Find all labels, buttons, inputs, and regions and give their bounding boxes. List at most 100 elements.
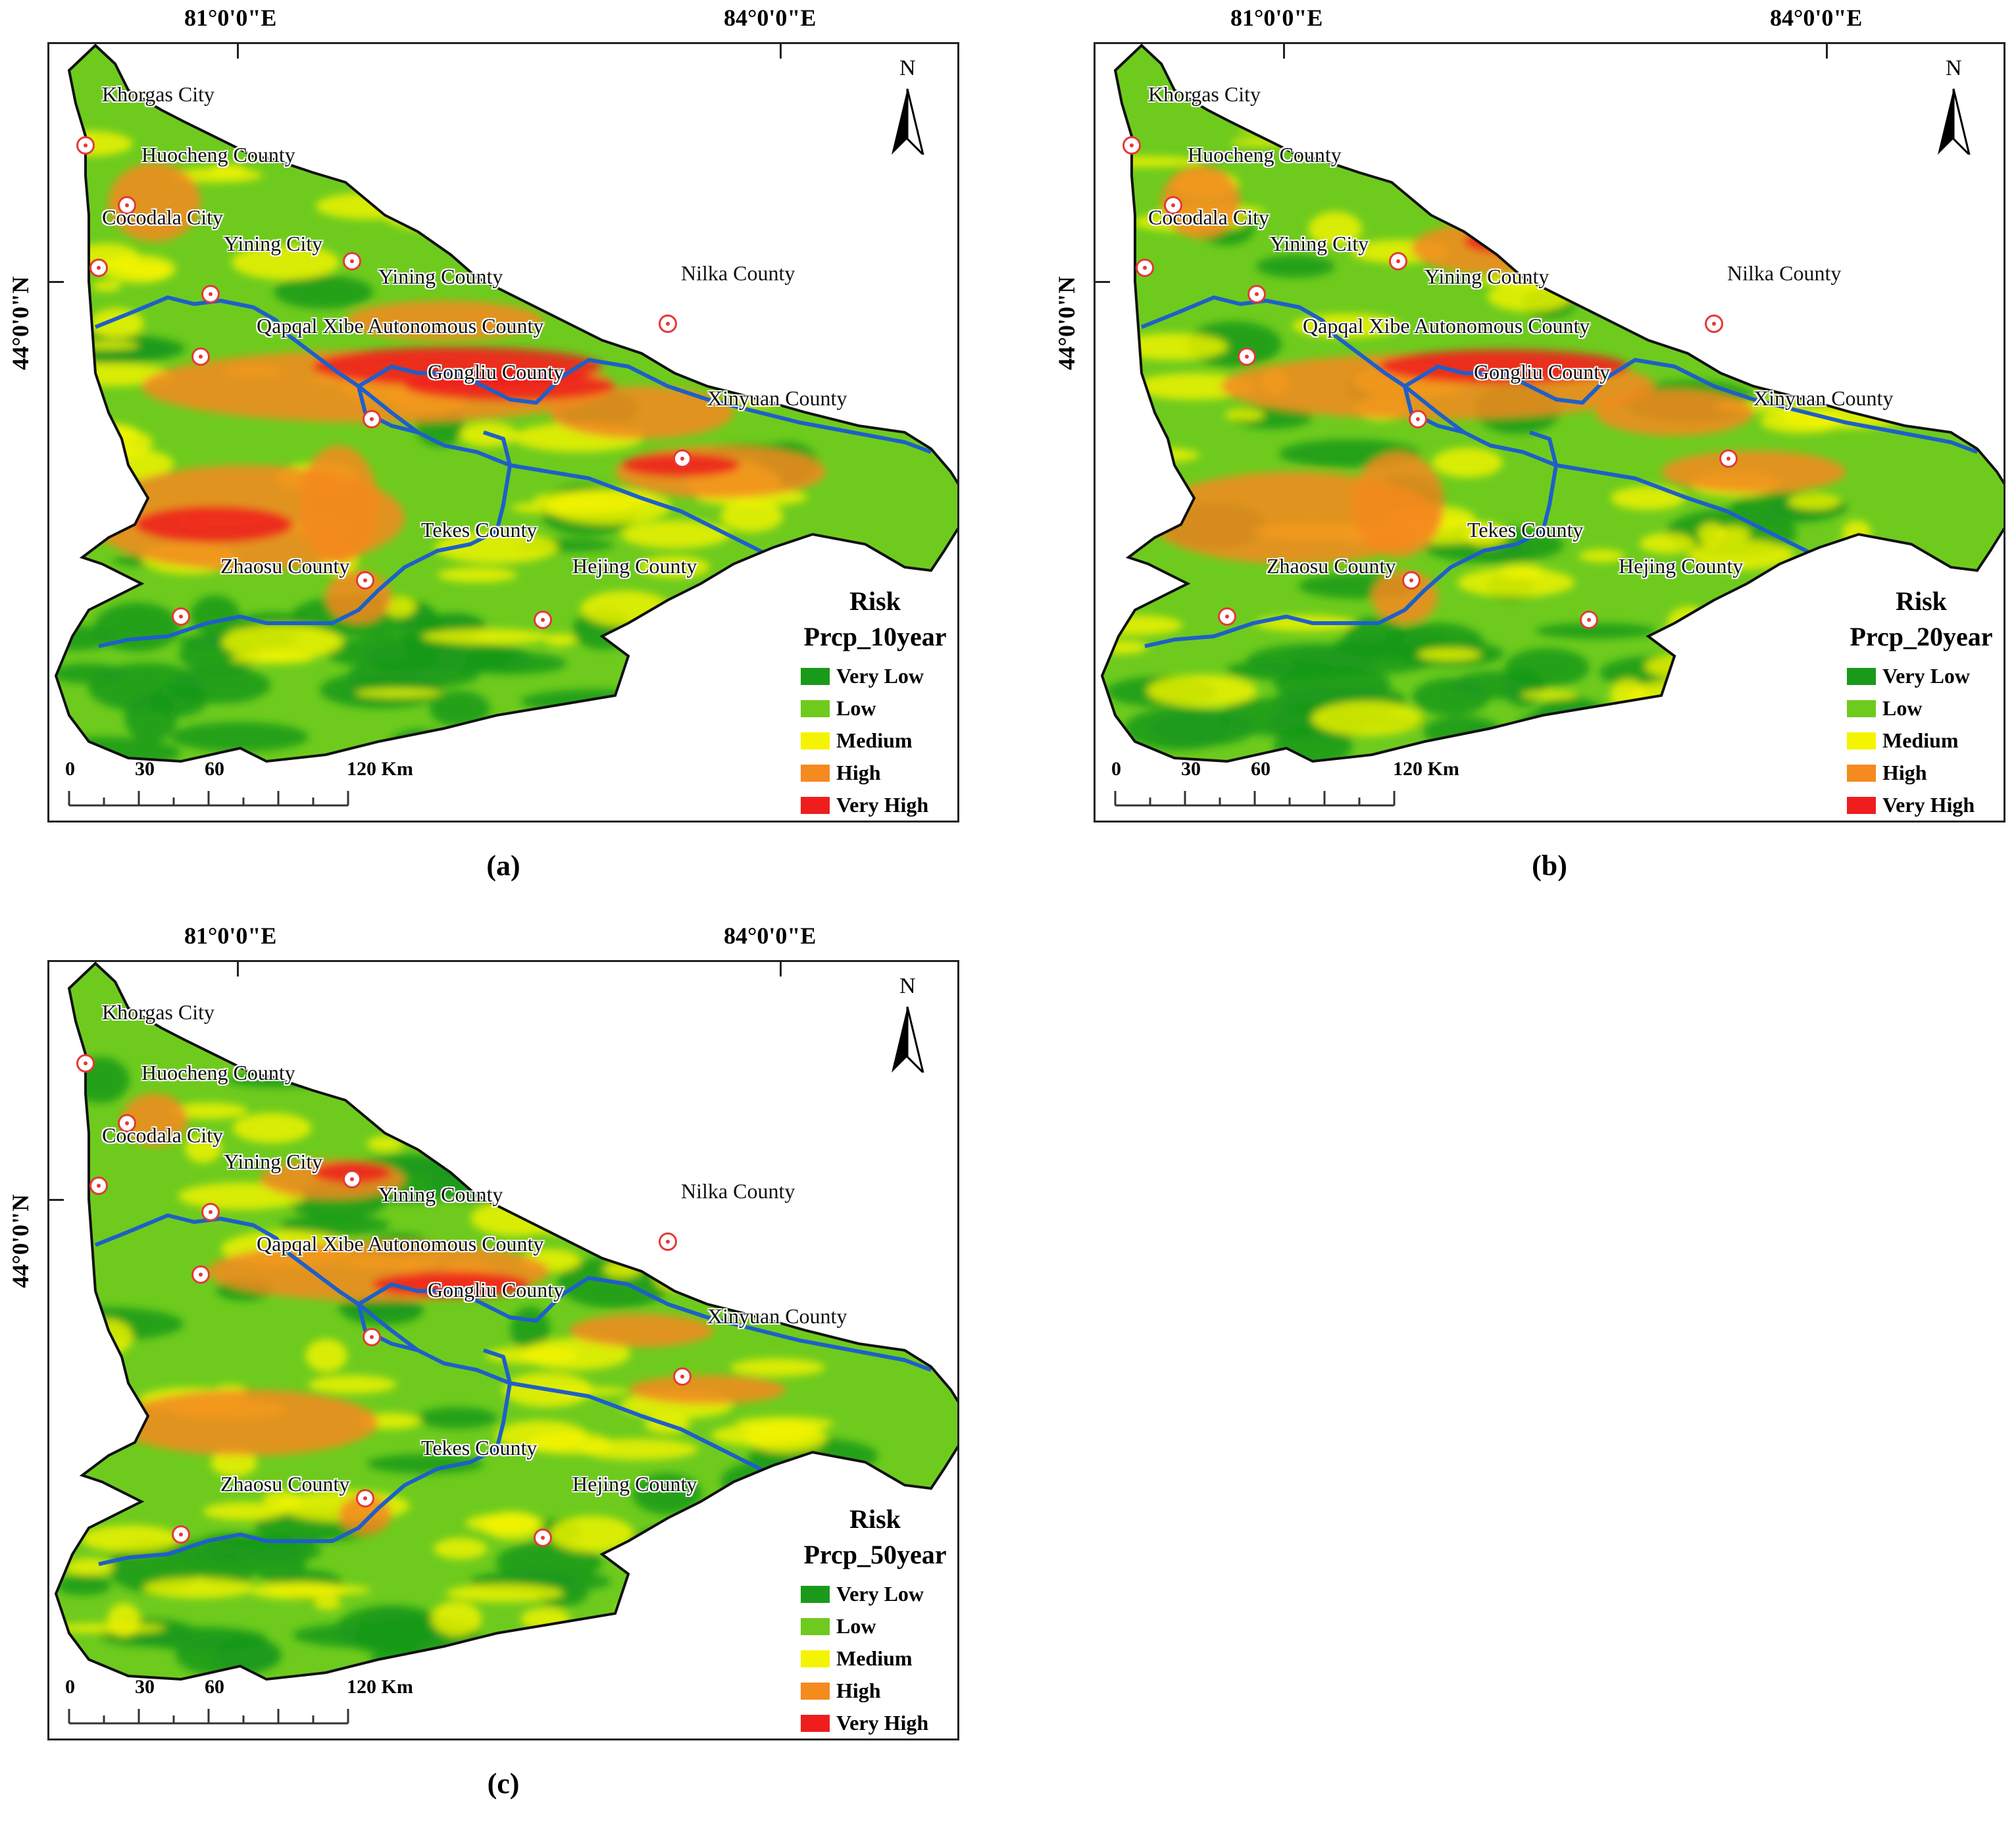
place-name: Hejing County xyxy=(1619,554,1744,578)
river-line xyxy=(94,295,919,605)
risk-very-low-patch xyxy=(1124,707,1234,751)
panel-letter: (b) xyxy=(1532,850,1567,882)
risk-medium-patch xyxy=(722,1270,804,1293)
risk-very-low-patch xyxy=(410,1065,469,1103)
scale-bar-label: 60 xyxy=(1251,758,1271,780)
risk-very-low-patch xyxy=(416,1407,498,1429)
legend: Risk Prcp_10year Very Low Low Medium High Ve… xyxy=(793,584,957,821)
risk-medium-patch xyxy=(78,340,139,350)
legend-label: High xyxy=(836,1679,881,1702)
risk-medium-patch xyxy=(1417,647,1481,661)
place-marker-icon xyxy=(1122,136,1141,155)
map-frame: N Khorgas City Huocheng County Cocodala Ci… xyxy=(47,42,959,823)
risk-medium-patch xyxy=(1573,95,1639,116)
risk-very-low-patch xyxy=(324,636,465,670)
risk-medium-patch xyxy=(339,1059,459,1071)
place-name: Gongliu County xyxy=(428,360,565,384)
legend-title: Risk xyxy=(1896,586,1947,616)
north-arrow: N xyxy=(885,56,931,158)
latitude-tick xyxy=(49,1199,64,1201)
risk-very-low-patch xyxy=(1535,622,1657,639)
place-name: Yining County xyxy=(378,1182,503,1206)
risk-very-low-patch xyxy=(1509,157,1658,182)
risk-very-low-patch xyxy=(832,1210,903,1261)
risk-very-low-patch xyxy=(911,1257,957,1308)
risk-high-patch xyxy=(1372,571,1438,623)
risk-very-low-patch xyxy=(683,1533,746,1581)
risk-very-high-patch xyxy=(135,506,293,543)
place-name: Yining County xyxy=(1424,265,1550,288)
risk-medium-patch xyxy=(720,500,784,532)
risk-medium-patch xyxy=(1641,131,1758,162)
river-line xyxy=(1403,358,1978,454)
place-name: Tekes County xyxy=(421,1436,538,1459)
risk-very-low-patch xyxy=(895,236,948,276)
legend-swatch xyxy=(801,1650,830,1667)
scale-bar: 0 30 60 120 Km xyxy=(1111,758,1459,817)
risk-very-low-patch xyxy=(1734,719,1781,742)
risk-medium-patch xyxy=(328,1076,439,1094)
risk-medium-patch xyxy=(313,1596,341,1610)
legend-swatch xyxy=(1847,699,1876,717)
risk-medium-patch xyxy=(143,1577,253,1598)
risk-medium-patch xyxy=(91,280,122,292)
place-marker-icon xyxy=(659,1232,677,1251)
risk-medium-patch xyxy=(203,1502,286,1521)
risk-medium-patch xyxy=(528,1126,610,1162)
risk-high-patch xyxy=(569,1314,714,1347)
risk-very-low-patch xyxy=(366,1454,484,1474)
risk-medium-patch xyxy=(578,1438,699,1460)
river-line xyxy=(1144,430,1558,648)
longitude-label-84e: 84°0'0"E xyxy=(724,923,817,949)
risk-high-patch xyxy=(339,1495,391,1534)
risk-high-patch xyxy=(549,386,734,439)
scale-bar-graphic xyxy=(1114,791,1396,807)
legend-items: Very Low Low Medium High Very High xyxy=(1839,660,2003,821)
risk-medium-patch xyxy=(1498,564,1545,579)
place-name: Khorgas City xyxy=(1148,82,1261,106)
longitude-label-84e: 84°0'0"E xyxy=(724,5,817,31)
risk-medium-patch xyxy=(1716,526,1751,542)
risk-medium-patch xyxy=(494,130,543,151)
place-name: Yining City xyxy=(1270,232,1369,255)
risk-medium-patch xyxy=(185,1134,222,1163)
place-marker-icon xyxy=(1136,259,1154,277)
risk-medium-patch xyxy=(221,624,343,660)
risk-medium-patch xyxy=(682,106,718,142)
risk-medium-patch xyxy=(1147,674,1257,707)
legend-swatch xyxy=(1847,667,1876,685)
risk-medium-patch xyxy=(1734,126,1852,156)
scale-bar-label: 120 Km xyxy=(1393,758,1459,780)
place-name: Huocheng County xyxy=(1188,143,1342,166)
risk-very-low-patch xyxy=(394,1158,498,1176)
place-marker-icon xyxy=(172,607,190,626)
risk-medium-patch xyxy=(643,1156,745,1174)
place-marker-icon xyxy=(118,1114,136,1132)
risk-very-low-patch xyxy=(1607,248,1655,299)
place-name: Huocheng County xyxy=(141,143,295,166)
risk-medium-patch xyxy=(1133,373,1254,400)
risk-high-patch xyxy=(1352,452,1444,557)
risk-very-low-patch xyxy=(803,343,942,372)
place-name: Yining County xyxy=(378,265,503,288)
place-marker-icon xyxy=(1402,571,1421,590)
place-name: Zhaosu County xyxy=(220,554,350,578)
risk-medium-patch xyxy=(1829,539,1882,575)
legend-label: Very Low xyxy=(836,664,924,688)
legend-label: Very Low xyxy=(1882,664,1971,688)
legend-label: Medium xyxy=(1882,728,1959,752)
risk-medium-patch xyxy=(1788,493,1841,510)
risk-medium-patch xyxy=(1831,180,1955,205)
legend-item: Low xyxy=(793,692,957,724)
place-marker-icon xyxy=(673,1367,692,1386)
place-marker-icon xyxy=(356,1489,374,1508)
legend: Risk Prcp_50year Very Low Low Medium High Ve… xyxy=(793,1502,957,1738)
risk-medium-patch xyxy=(1652,178,1760,205)
legend-swatch xyxy=(1847,764,1876,782)
legend-title: Risk xyxy=(849,1504,901,1534)
place-name: Cocodala City xyxy=(102,205,223,229)
risk-medium-patch xyxy=(1509,147,1554,166)
risk-medium-patch xyxy=(1757,605,1836,642)
risk-very-low-patch xyxy=(56,1574,112,1596)
longitude-label-84e: 84°0'0"E xyxy=(1770,5,1863,31)
